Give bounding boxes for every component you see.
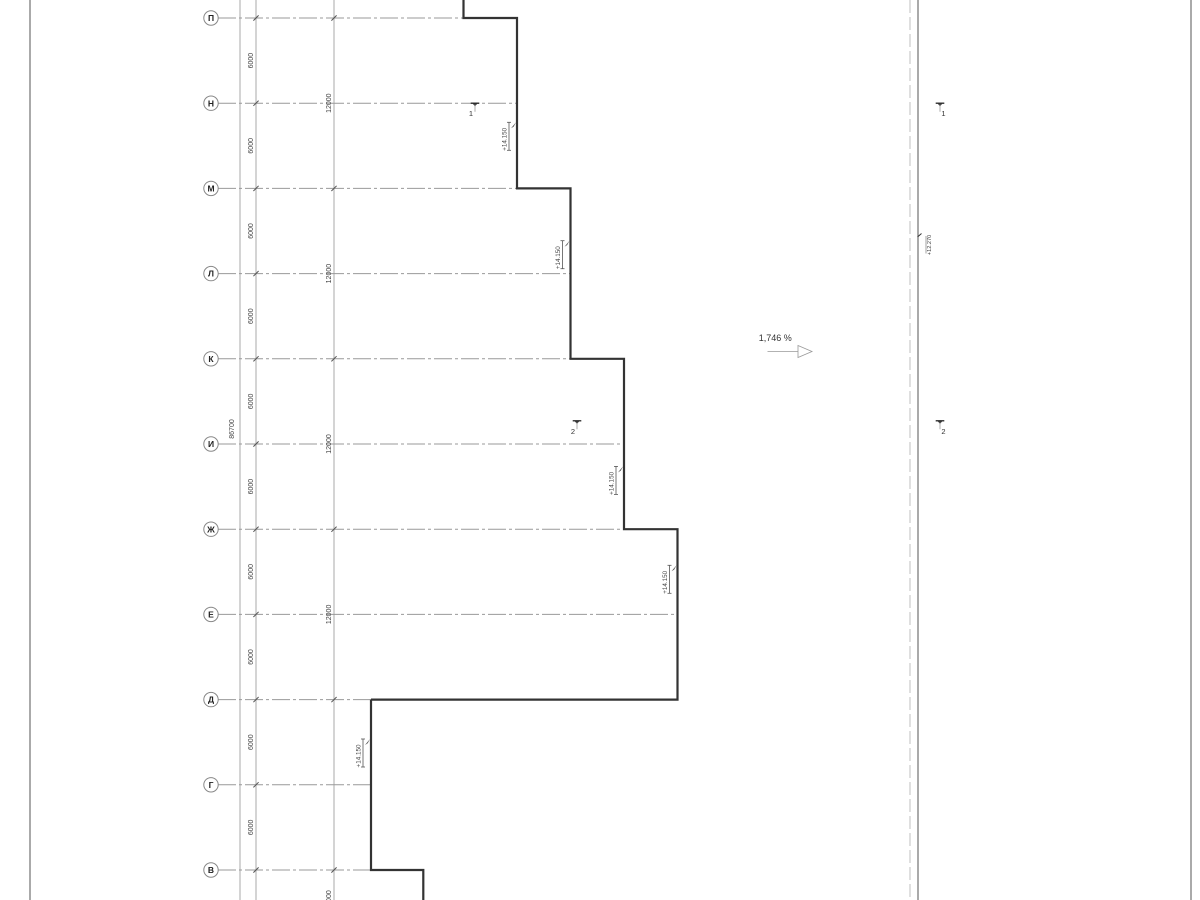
svg-text:2: 2 xyxy=(571,427,575,436)
svg-text:+14.150: +14.150 xyxy=(356,744,363,767)
svg-text:6000: 6000 xyxy=(248,479,255,495)
svg-text:86700: 86700 xyxy=(229,419,236,439)
svg-text:Е: Е xyxy=(208,610,214,620)
svg-text:Ж: Ж xyxy=(206,524,215,534)
svg-text:П: П xyxy=(208,13,214,23)
svg-text:+12.270: +12.270 xyxy=(927,235,933,255)
svg-text:1: 1 xyxy=(941,109,945,118)
svg-text:6000: 6000 xyxy=(248,53,255,69)
svg-text:Л: Л xyxy=(208,269,214,279)
svg-text:В: В xyxy=(208,865,214,875)
svg-text:12000: 12000 xyxy=(326,264,333,284)
svg-text:+14.150: +14.150 xyxy=(662,570,669,593)
svg-text:К: К xyxy=(208,354,214,364)
svg-text:1: 1 xyxy=(469,109,473,118)
svg-text:И: И xyxy=(208,439,214,449)
svg-text:1,746 %: 1,746 % xyxy=(759,333,792,343)
svg-text:6000: 6000 xyxy=(248,308,255,324)
svg-text:12000: 12000 xyxy=(326,434,333,454)
svg-text:6000: 6000 xyxy=(248,734,255,750)
svg-text:Г: Г xyxy=(209,780,214,790)
svg-text:24000: 24000 xyxy=(326,890,333,900)
svg-text:6000: 6000 xyxy=(248,138,255,154)
svg-text:12000: 12000 xyxy=(326,93,333,113)
svg-text:6000: 6000 xyxy=(248,820,255,836)
svg-text:6000: 6000 xyxy=(248,394,255,410)
svg-text:6000: 6000 xyxy=(248,564,255,580)
svg-text:2: 2 xyxy=(941,427,945,436)
svg-text:Д: Д xyxy=(208,695,214,705)
svg-text:6000: 6000 xyxy=(248,649,255,665)
svg-text:12000: 12000 xyxy=(326,605,333,625)
svg-text:+14.150: +14.150 xyxy=(555,246,562,269)
svg-text:+14.150: +14.150 xyxy=(609,471,616,494)
svg-text:6000: 6000 xyxy=(248,223,255,239)
svg-text:Н: Н xyxy=(208,98,214,108)
svg-text:+14.150: +14.150 xyxy=(502,127,509,150)
svg-text:М: М xyxy=(207,184,214,194)
